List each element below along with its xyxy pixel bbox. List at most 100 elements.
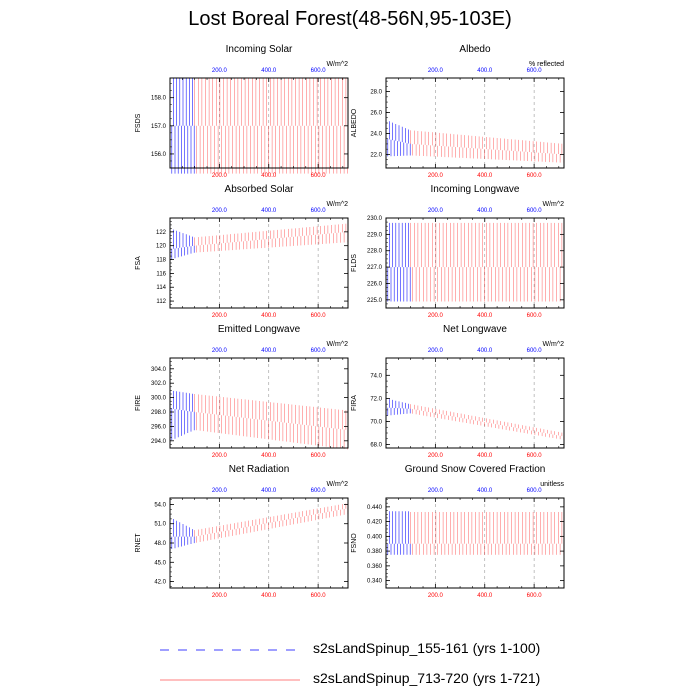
- y-tick-label: 72.0: [370, 396, 382, 402]
- y-tick-label: 51.0: [154, 522, 166, 528]
- panel-ylabel: FSA: [135, 256, 142, 270]
- data-line: [410, 512, 564, 555]
- panel-units: % reflected: [529, 61, 564, 68]
- panel-units: W/m^2: [326, 481, 348, 488]
- top-tick-label: 400.0: [261, 208, 277, 214]
- bottom-tick-label: 400.0: [261, 593, 277, 599]
- panel-units: W/m^2: [326, 61, 348, 68]
- plot-frame: [385, 497, 565, 589]
- panel-title: Ground Snow Covered Fraction: [405, 464, 546, 475]
- plot-frame: [385, 357, 565, 449]
- data-line: [194, 223, 348, 253]
- panel-units: W/m^2: [326, 201, 348, 208]
- y-tick-label: 304.0: [151, 367, 167, 373]
- top-tick-label: 400.0: [261, 488, 277, 494]
- top-tick-label: 600.0: [527, 348, 543, 354]
- top-tick-label: 200.0: [212, 488, 228, 494]
- y-tick-label: 26.0: [370, 111, 382, 117]
- y-tick-label: 230.0: [367, 216, 383, 222]
- series-red: [194, 78, 348, 174]
- y-tick-label: 302.0: [151, 381, 167, 387]
- bottom-tick-label: 400.0: [477, 593, 493, 599]
- bottom-tick-label: 200.0: [428, 173, 444, 179]
- series-blue: [385, 398, 411, 416]
- chart-panel-fsa: Absorbed Solar W/m^2 FSA 200.0 200.0 400.0 400…: [135, 184, 349, 319]
- series-blue: [169, 228, 195, 260]
- panel-title: Net Radiation: [229, 464, 290, 475]
- bottom-tick-label: 400.0: [261, 313, 277, 319]
- series-blue: [385, 511, 411, 555]
- data-line: [169, 228, 195, 260]
- bottom-tick-label: 400.0: [261, 453, 277, 459]
- y-tick-label: 22.0: [370, 152, 382, 158]
- y-tick-label: 0.420: [367, 520, 383, 526]
- y-tick-label: 0.340: [367, 579, 383, 585]
- panel-ylabel: ALBEDO: [351, 108, 358, 137]
- top-tick-label: 200.0: [428, 348, 444, 354]
- chart-panel-rnet: Net Radiation W/m^2 RNET 200.0 200.0 400.0 400…: [135, 464, 349, 599]
- y-tick-label: 42.0: [154, 580, 166, 586]
- top-tick-label: 200.0: [428, 208, 444, 214]
- y-tick-label: 0.380: [367, 549, 383, 555]
- panel-title: Emitted Longwave: [218, 324, 301, 335]
- legend-swatch-blue-dashed: [160, 649, 300, 651]
- series-red: [410, 404, 564, 440]
- data-line: [194, 394, 348, 450]
- y-tick-label: 112: [156, 299, 166, 305]
- top-tick-label: 600.0: [311, 348, 327, 354]
- y-tick-label: 118: [156, 258, 166, 264]
- bottom-tick-label: 600.0: [527, 453, 543, 459]
- data-line: [385, 119, 411, 157]
- data-line: [194, 503, 348, 543]
- top-tick-label: 400.0: [477, 68, 493, 74]
- panel-ylabel: FSDS: [135, 113, 142, 132]
- panel-title: Incoming Longwave: [431, 184, 520, 195]
- bottom-tick-label: 400.0: [477, 173, 493, 179]
- top-tick-label: 400.0: [477, 208, 493, 214]
- y-tick-label: 225.0: [367, 298, 383, 304]
- y-tick-label: 157.0: [151, 124, 167, 130]
- bottom-tick-label: 400.0: [477, 313, 493, 319]
- y-tick-label: 296.0: [151, 424, 167, 430]
- top-tick-label: 400.0: [261, 68, 277, 74]
- plot-frame: [169, 357, 349, 449]
- chart-panel-fsno: Ground Snow Covered Fraction unitless FSNO…: [351, 464, 565, 599]
- data-line: [169, 517, 195, 549]
- series-red: [410, 222, 564, 302]
- bottom-tick-label: 400.0: [477, 453, 493, 459]
- data-line: [194, 78, 348, 174]
- panel-ylabel: FLDS: [351, 254, 358, 272]
- y-tick-label: 120: [156, 244, 167, 250]
- top-tick-label: 600.0: [527, 488, 543, 494]
- top-tick-label: 200.0: [428, 68, 444, 74]
- bottom-tick-label: 200.0: [212, 173, 228, 179]
- y-tick-label: 70.0: [370, 419, 382, 425]
- top-tick-label: 200.0: [428, 488, 444, 494]
- y-tick-label: 229.0: [367, 232, 383, 238]
- panel-units: W/m^2: [542, 341, 564, 348]
- chart-panels: Incoming Solar W/m^2 FSDS 200.0 200.0 400.0 40…: [135, 44, 565, 599]
- series-blue: [169, 517, 195, 549]
- top-tick-label: 400.0: [477, 488, 493, 494]
- panel-title: Net Longwave: [443, 324, 507, 335]
- y-tick-label: 158.0: [151, 96, 167, 102]
- y-tick-label: 300.0: [151, 396, 167, 402]
- plot-area: [385, 78, 564, 168]
- top-tick-label: 400.0: [261, 348, 277, 354]
- y-tick-label: 298.0: [151, 410, 167, 416]
- plot-area: [385, 358, 564, 448]
- bottom-tick-label: 200.0: [428, 313, 444, 319]
- bottom-tick-label: 200.0: [212, 313, 228, 319]
- bottom-tick-label: 600.0: [527, 313, 543, 319]
- y-tick-label: 48.0: [154, 541, 166, 547]
- series-red: [194, 394, 348, 450]
- series-blue: [385, 119, 411, 157]
- y-tick-label: 228.0: [367, 249, 383, 255]
- series-red: [410, 512, 564, 555]
- plot-area: [169, 78, 348, 174]
- y-tick-label: 54.0: [154, 502, 166, 508]
- y-tick-label: 68.0: [370, 443, 382, 449]
- panel-title: Albedo: [459, 44, 491, 55]
- top-tick-label: 600.0: [311, 68, 327, 74]
- panel-title: Absorbed Solar: [225, 184, 295, 195]
